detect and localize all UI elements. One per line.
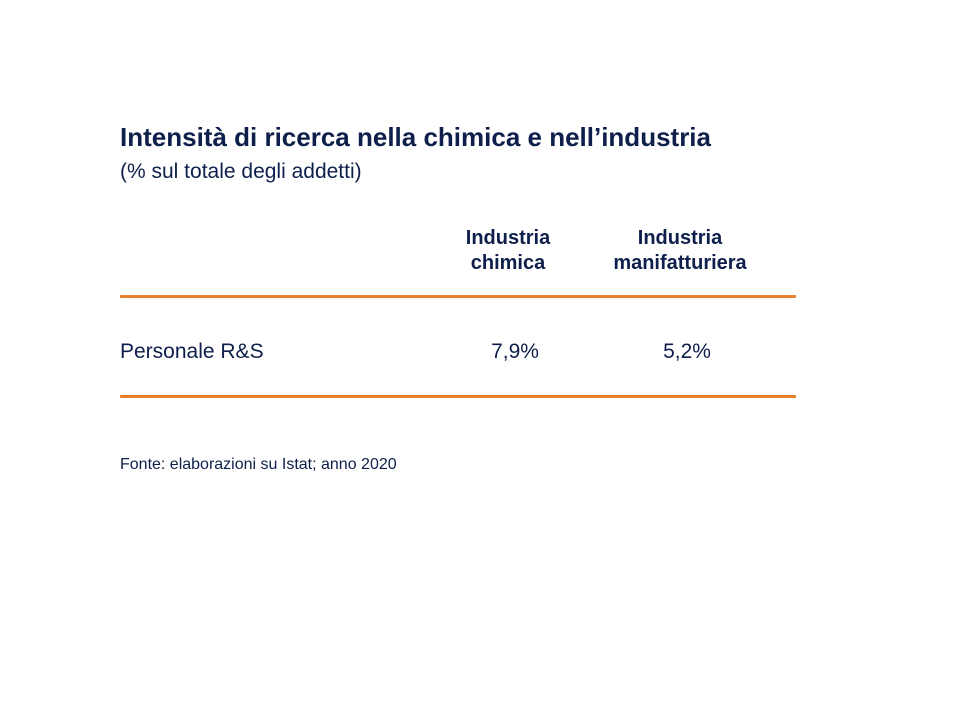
chart-title: Intensità di ricerca nella chimica e nel… — [120, 122, 711, 152]
column-header-chemical: Industria chimica — [465, 227, 551, 274]
cell-value-manufacturing: 5,2% — [663, 340, 711, 363]
column-header-manufacturing: Industria manifatturiera — [613, 227, 747, 274]
table-top-rule — [120, 295, 796, 298]
cell-value-chemical: 7,9% — [491, 340, 539, 363]
row-label-personale-rs: Personale R&S — [120, 340, 264, 363]
source-note: Fonte: elaborazioni su Istat; anno 2020 — [120, 456, 397, 473]
chart-subtitle: (% sul totale degli addetti) — [120, 160, 362, 183]
table-bottom-rule — [120, 395, 796, 398]
